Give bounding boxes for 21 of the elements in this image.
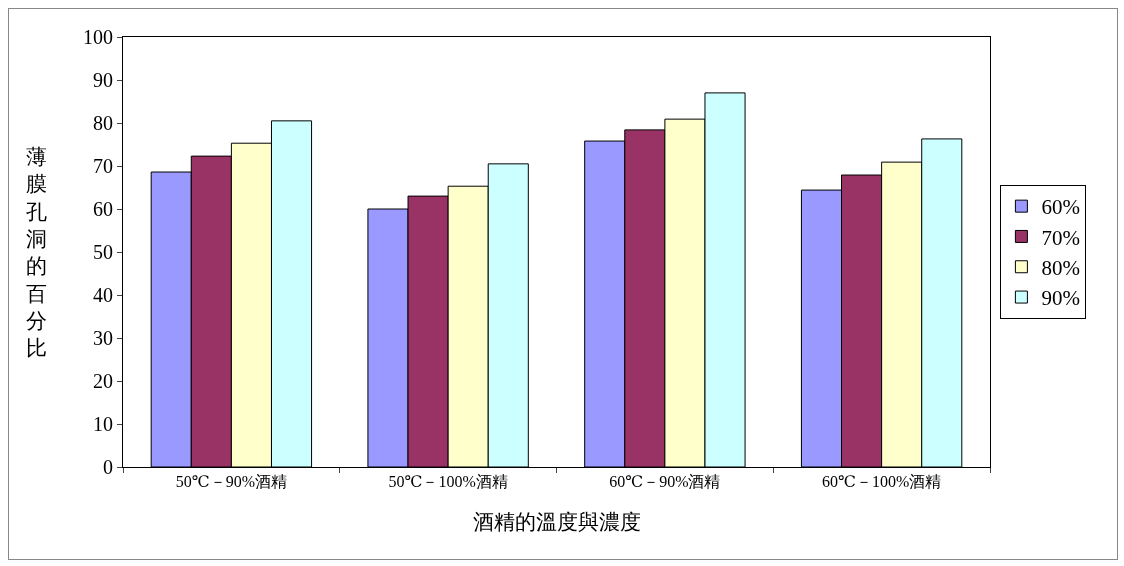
- y-tick-label: 20: [93, 370, 113, 392]
- legend-label: 60%: [1041, 195, 1080, 220]
- x-tick-label: 50℃－100%酒精: [388, 473, 508, 491]
- y-tick-label: 60: [93, 198, 113, 220]
- y-tick-label: 50: [93, 241, 113, 263]
- legend-label: 70%: [1041, 225, 1080, 250]
- legend-label: 80%: [1041, 255, 1080, 280]
- y-tick-label: 70: [93, 155, 113, 177]
- x-tick-label: 60℃－90%酒精: [609, 473, 721, 491]
- x-tick-label: 50℃－90%酒精: [175, 473, 287, 491]
- y-tick-label: 0: [103, 456, 113, 478]
- x-axis-title: 酒精的溫度與濃度: [472, 510, 641, 535]
- x-tick-label: 60℃－100%酒精: [822, 473, 942, 491]
- y-tick-label: 100: [83, 26, 113, 48]
- y-tick-label: 10: [93, 413, 113, 435]
- y-tick-label: 90: [93, 69, 113, 91]
- y-axis-title: 薄膜孔洞的百分比: [26, 145, 47, 361]
- y-tick-label: 30: [93, 327, 113, 349]
- legend-label: 90%: [1041, 286, 1080, 311]
- y-tick-label: 40: [93, 284, 113, 306]
- y-tick-label: 80: [93, 112, 113, 134]
